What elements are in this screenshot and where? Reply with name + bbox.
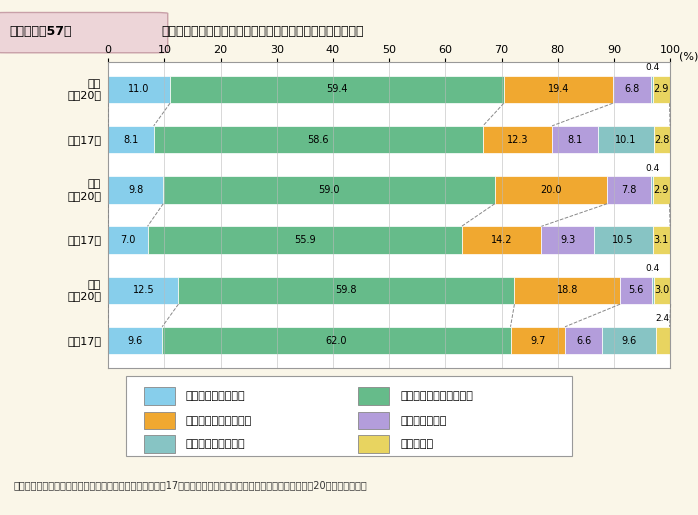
Text: 第１－特－57図: 第１－特－57図	[9, 25, 71, 38]
Bar	[162, 327, 510, 354]
Text: 12.3: 12.3	[507, 134, 528, 145]
Bar	[147, 226, 461, 254]
Text: 62.0: 62.0	[325, 336, 347, 346]
Bar	[602, 327, 656, 354]
Bar	[504, 76, 613, 103]
Bar	[565, 327, 602, 354]
Text: 19.4: 19.4	[547, 84, 569, 94]
Text: 2.9: 2.9	[654, 185, 669, 195]
Text: 参加したくない: 参加したくない	[401, 416, 447, 426]
Text: 5.6: 5.6	[628, 285, 644, 296]
Text: どちらともいえない: どちらともいえない	[186, 439, 246, 449]
Text: 9.7: 9.7	[530, 336, 545, 346]
Text: 58.6: 58.6	[308, 134, 329, 145]
Text: 8.1: 8.1	[567, 134, 582, 145]
Text: 18.8: 18.8	[556, 285, 578, 296]
Bar	[552, 126, 597, 153]
Bar	[144, 412, 174, 430]
Bar	[108, 277, 179, 304]
Bar	[495, 176, 607, 204]
Text: 59.8: 59.8	[336, 285, 357, 296]
Text: 9.6: 9.6	[621, 336, 637, 346]
Bar	[510, 327, 565, 354]
Text: 0.4: 0.4	[645, 164, 659, 173]
Text: 3.0: 3.0	[655, 285, 670, 296]
Bar	[483, 126, 552, 153]
Text: 7.0: 7.0	[120, 235, 135, 245]
Bar	[620, 277, 651, 304]
Bar	[170, 76, 504, 103]
Text: (%): (%)	[678, 52, 698, 62]
Bar	[144, 435, 174, 453]
Text: 7.8: 7.8	[621, 185, 637, 195]
Text: 20.0: 20.0	[540, 185, 562, 195]
Bar	[654, 126, 670, 153]
Bar	[653, 226, 670, 254]
Text: わからない: わからない	[401, 439, 433, 449]
Text: 9.3: 9.3	[560, 235, 575, 245]
Bar	[154, 126, 483, 153]
Bar	[656, 327, 669, 354]
Bar	[108, 176, 163, 204]
Text: 10.5: 10.5	[612, 235, 634, 245]
Text: 3.1: 3.1	[654, 235, 669, 245]
Text: 55.9: 55.9	[294, 235, 315, 245]
Text: 積極的に参加したい: 積極的に参加したい	[186, 391, 246, 401]
Text: 0.4: 0.4	[645, 63, 659, 72]
Text: 2.4: 2.4	[655, 314, 670, 323]
Bar	[594, 226, 653, 254]
Bar	[654, 277, 671, 304]
Bar	[108, 226, 147, 254]
Bar	[607, 176, 651, 204]
Bar	[653, 176, 669, 204]
Bar	[651, 76, 653, 103]
Bar	[597, 126, 654, 153]
Text: 14.2: 14.2	[491, 235, 512, 245]
Text: 0.4: 0.4	[646, 264, 660, 273]
Bar	[358, 435, 389, 453]
Text: 6.8: 6.8	[624, 84, 639, 94]
Bar	[613, 76, 651, 103]
Bar	[108, 327, 162, 354]
Bar	[108, 126, 154, 153]
Text: 12.5: 12.5	[133, 285, 154, 296]
Text: 8.1: 8.1	[124, 134, 139, 145]
Text: 6.6: 6.6	[576, 336, 591, 346]
Text: 2.8: 2.8	[655, 134, 670, 145]
Bar	[358, 412, 389, 430]
Text: 9.6: 9.6	[128, 336, 143, 346]
Bar	[514, 277, 620, 304]
Bar	[108, 76, 170, 103]
FancyBboxPatch shape	[0, 12, 168, 53]
Bar	[542, 226, 594, 254]
Text: 地域が元気になるための活動に参加したいと思うか（性別）: 地域が元気になるための活動に参加したいと思うか（性別）	[161, 25, 364, 38]
Bar	[179, 277, 514, 304]
Bar	[144, 387, 174, 405]
Bar	[651, 277, 654, 304]
Text: 11.0: 11.0	[128, 84, 150, 94]
Text: 2.9: 2.9	[654, 84, 669, 94]
Bar	[461, 226, 542, 254]
Text: （備考）内閣府「地域再生に関する特別世論調査」（平成17年）及び「地方再生に関する特別世論調査」（平成20年）より作成。: （備考）内閣府「地域再生に関する特別世論調査」（平成17年）及び「地方再生に関す…	[14, 480, 368, 490]
Text: 機会があれば参加したい: 機会があれば参加したい	[401, 391, 473, 401]
Text: 59.0: 59.0	[318, 185, 340, 195]
Text: 9.8: 9.8	[128, 185, 143, 195]
Bar	[653, 76, 669, 103]
Bar	[358, 387, 389, 405]
Bar	[651, 176, 653, 204]
Text: 59.4: 59.4	[326, 84, 348, 94]
Text: あまり参加したくない: あまり参加したくない	[186, 416, 252, 426]
Bar	[163, 176, 495, 204]
Text: 10.1: 10.1	[615, 134, 637, 145]
